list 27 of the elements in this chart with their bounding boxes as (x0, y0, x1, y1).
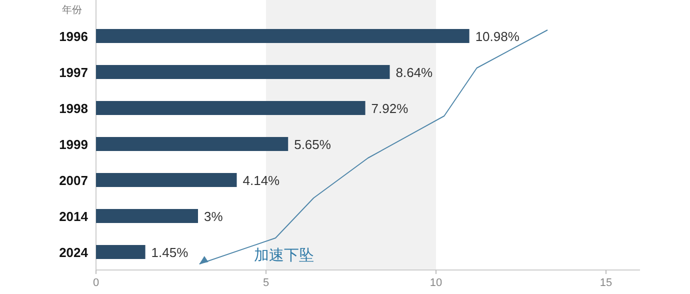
data-label: 7.92% (371, 101, 409, 116)
y-tick-label: 1999 (59, 137, 88, 152)
data-label: 4.14% (242, 173, 280, 188)
x-tick-label: 5 (262, 277, 270, 289)
annotation: 加速下坠 (254, 247, 314, 264)
y-tick-label: 1998 (59, 101, 88, 116)
data-label: 3% (204, 209, 224, 224)
bar (96, 29, 470, 43)
bar (96, 65, 390, 79)
data-label: 8.64% (396, 65, 434, 80)
data-label: 10.98% (475, 29, 520, 44)
bar (96, 209, 198, 223)
x-tick-label: 10 (430, 277, 442, 289)
y-tick-label: 2024 (59, 245, 89, 260)
y-axis-title: 年份 (62, 4, 82, 16)
y-tick-label: 2014 (59, 209, 89, 224)
y-tick-label: 2007 (59, 173, 88, 188)
x-tick-label: 15 (600, 277, 612, 289)
bar (96, 245, 146, 259)
x-tick-label: 0 (92, 277, 100, 289)
y-tick-label: 1997 (59, 65, 88, 80)
bar (96, 101, 366, 115)
data-label: 1.45% (151, 245, 189, 260)
bar (96, 173, 237, 187)
bar (96, 137, 288, 151)
y-tick-label: 1996 (59, 29, 88, 44)
data-label: 5.65% (294, 137, 332, 152)
